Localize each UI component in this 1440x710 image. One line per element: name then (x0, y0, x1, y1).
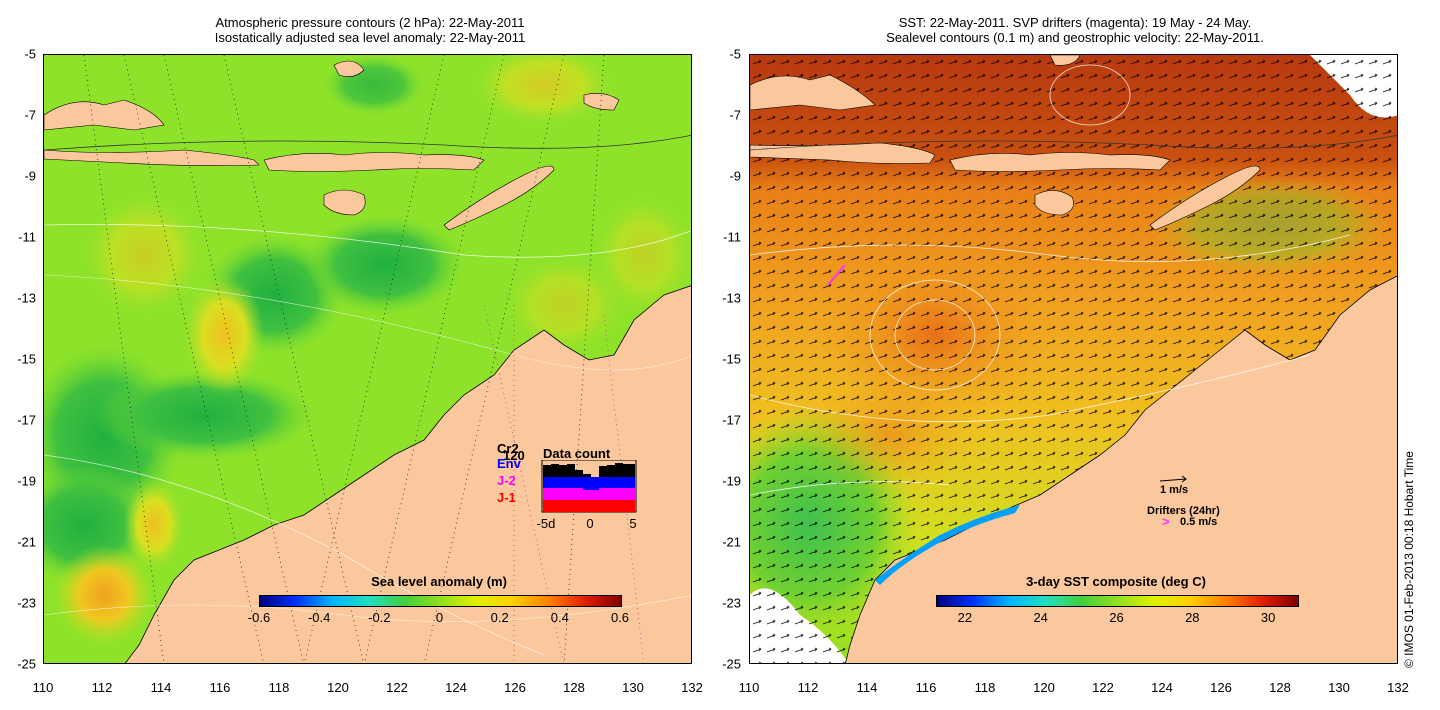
left-ytick-1: -7 (24, 107, 36, 123)
left-xtick-0: 110 (32, 680, 54, 695)
right-xtick-1: 112 (797, 680, 819, 695)
right-ytick-9: -23 (722, 595, 741, 611)
copyright-text: © IMOS 01-Feb-2013 00:18 Hobart Time (1402, 451, 1416, 668)
left-xtick-4: 118 (268, 680, 290, 695)
right-cbar-tick-3: 28 (1185, 610, 1200, 625)
right-xtick-4: 118 (974, 680, 996, 695)
drifter-speed-label: 0.5 m/s (1180, 516, 1218, 528)
left-ytick-5: -15 (17, 351, 36, 367)
left-cbar-tick-6: 0.6 (610, 610, 630, 625)
right-title-line1: SST: 22-May-2011. SVP drifters (magenta)… (898, 15, 1252, 30)
drifters-label: Drifters (24hr) (1147, 505, 1220, 517)
right-panel-title: SST: 22-May-2011. SVP drifters (magenta)… (815, 15, 1335, 45)
right-cbar-tick-0: 22 (957, 610, 973, 625)
left-cbar-tick-1: -0.4 (307, 610, 331, 625)
left-xtick-3: 116 (209, 680, 231, 695)
inset-xtick-0: 0 (586, 516, 594, 531)
left-title-line2: Isostatically adjusted sea level anomaly… (214, 30, 526, 45)
right-xtick-9: 128 (1269, 680, 1291, 695)
right-colorbar (936, 595, 1299, 607)
left-xtick-6: 122 (386, 680, 408, 695)
right-xtick-2: 114 (856, 680, 878, 695)
right-ytick-1: -7 (729, 107, 741, 123)
left-ytick-0: -5 (24, 46, 36, 62)
left-cbar-tick-0: -0.6 (247, 610, 271, 625)
right-cbar-tick-2: 26 (1109, 610, 1124, 625)
left-xtick-1: 112 (91, 680, 113, 695)
right-xtick-6: 122 (1092, 680, 1114, 695)
left-colorbar (259, 595, 622, 607)
left-cbar-tick-4: 0.2 (490, 610, 509, 625)
left-xtick-7: 124 (445, 680, 467, 695)
left-ytick-3: -11 (18, 229, 36, 245)
left-ytick-9: -23 (17, 595, 36, 611)
right-ytick-2: -9 (729, 168, 741, 184)
left-xtick-2: 114 (150, 680, 172, 695)
inset-xtick-neg5: -5d (536, 516, 556, 531)
inset-xtick-5: 5 (629, 516, 637, 531)
right-ytick-8: -21 (722, 534, 741, 550)
legend-env: Env (497, 456, 521, 471)
vector-scale-label: 1 m/s (1160, 484, 1189, 496)
right-xtick-7: 124 (1151, 680, 1173, 695)
right-xtick-10: 130 (1328, 680, 1350, 695)
right-ytick-10: -25 (722, 656, 741, 672)
legend-cr2: Cr2 (497, 441, 519, 456)
legend-j2: J-2 (497, 473, 516, 488)
legend-j1: J-1 (497, 490, 516, 505)
right-title-line2: Sealevel contours (0.1 m) and geostrophi… (886, 30, 1264, 45)
inset-title: Data count (543, 446, 611, 461)
right-xtick-5: 120 (1033, 680, 1055, 695)
left-xtick-9: 128 (563, 680, 585, 695)
right-ytick-7: -19 (722, 473, 741, 489)
left-cbar-tick-3: 0 (435, 610, 444, 625)
legend-overlap-label: 120 (503, 448, 525, 463)
data-count-bars (541, 460, 637, 513)
left-xtick-5: 120 (327, 680, 349, 695)
left-ytick-8: -21 (17, 534, 36, 550)
left-xtick-10: 130 (622, 680, 644, 695)
left-cbar-tick-2: -0.2 (368, 610, 391, 625)
left-cbar-tick-5: 0.4 (550, 610, 569, 625)
left-xtick-11: 132 (681, 680, 703, 695)
right-map (749, 54, 1398, 664)
left-ytick-10: -25 (17, 656, 36, 672)
left-ytick-6: -17 (17, 412, 36, 428)
left-map (43, 54, 692, 664)
right-ytick-5: -15 (722, 351, 741, 367)
right-ytick-0: -5 (729, 46, 741, 62)
left-ytick-7: -19 (17, 473, 36, 489)
left-colorbar-label: Sea level anomaly (m) (371, 574, 507, 589)
vector-scale-arrow (1159, 475, 1187, 483)
right-xtick-0: 110 (738, 680, 760, 695)
left-ytick-2: -9 (24, 168, 36, 184)
right-cbar-tick-1: 24 (1033, 610, 1048, 625)
right-ytick-4: -13 (722, 290, 741, 306)
right-xtick-8: 126 (1210, 680, 1232, 695)
right-ytick-6: -17 (722, 412, 741, 428)
right-colorbar-label: 3-day SST composite (deg C) (1026, 574, 1206, 589)
right-cbar-tick-4: 30 (1260, 610, 1276, 625)
left-title-line1: Atmospheric pressure contours (2 hPa): 2… (215, 15, 525, 30)
right-xtick-3: 116 (915, 680, 937, 695)
drifter-speed-icon: > (1162, 514, 1170, 529)
left-ytick-4: -13 (17, 290, 36, 306)
left-xtick-8: 126 (504, 680, 526, 695)
left-panel-title: Atmospheric pressure contours (2 hPa): 2… (150, 15, 590, 45)
right-ytick-3: -11 (723, 229, 741, 245)
right-xtick-11: 132 (1387, 680, 1409, 695)
